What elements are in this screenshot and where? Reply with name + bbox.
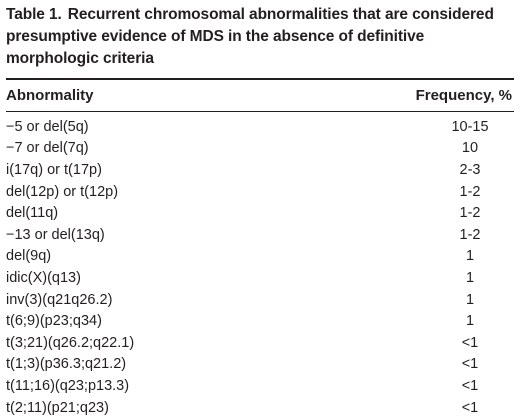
- abnormality-cell: t(2;11)(p21;q23): [6, 399, 109, 416]
- abnormality-cell: −7 or del(7q): [6, 140, 89, 157]
- table-row: del(9q) 1: [6, 246, 514, 268]
- table-row: del(11q) 1-2: [6, 202, 514, 224]
- abnormality-cell: t(1;3)(p36.3;q21.2): [6, 356, 127, 373]
- table-row: i(17q) or t(17p) 2-3: [6, 159, 514, 181]
- abnormality-cell: t(3;21)(q26.2;q22.1): [6, 334, 135, 351]
- frequency-cell: 1: [465, 291, 475, 308]
- abnormality-cell: t(6;9)(p23;q34): [6, 313, 102, 330]
- column-header-frequency: Frequency, %: [415, 87, 512, 104]
- table-row: −5 or del(5q) 10-15: [6, 116, 514, 138]
- abnormality-cell: del(9q): [6, 248, 52, 265]
- table-caption: Table 1. Recurrent chromosomal abnormalit…: [6, 4, 514, 70]
- abnormality-cell: idic(X)(q13): [6, 269, 81, 286]
- abnormality-cell: del(11q): [6, 205, 59, 222]
- table-row: t(2;11)(p21;q23) <1: [6, 397, 514, 418]
- abnormality-cell: i(17q) or t(17p): [6, 161, 102, 178]
- abnormality-cell: −13 or del(13q): [6, 226, 105, 243]
- table-label: Table 1.: [6, 6, 62, 23]
- table-row: inv(3)(q21q26.2) 1: [6, 289, 514, 311]
- table-header-row: Abnormality Frequency, %: [6, 80, 514, 111]
- column-header-abnormality: Abnormality: [6, 87, 94, 104]
- table-row: t(1;3)(p36.3;q21.2) <1: [6, 354, 514, 376]
- frequency-cell: <1: [461, 334, 479, 351]
- table-caption-text: Recurrent chromosomal abnormalities that…: [6, 6, 494, 67]
- table-header-rule: [6, 111, 514, 112]
- frequency-cell: 1-2: [459, 183, 481, 200]
- frequency-cell: 10-15: [451, 118, 489, 135]
- frequency-cell: 10: [461, 140, 479, 157]
- frequency-cell: 1-2: [459, 226, 481, 243]
- table-row: −7 or del(7q) 10: [6, 138, 514, 160]
- table-body: −5 or del(5q) 10-15 −7 or del(7q) 10 i(17q) …: [6, 112, 514, 418]
- table-row: t(11;16)(q23;p13.3) <1: [6, 375, 514, 397]
- frequency-cell: 2-3: [459, 161, 481, 178]
- frequency-cell: <1: [461, 399, 479, 416]
- table-row: idic(X)(q13) 1: [6, 267, 514, 289]
- table-row: t(3;21)(q26.2;q22.1) <1: [6, 332, 514, 354]
- table-row: −13 or del(13q) 1-2: [6, 224, 514, 246]
- table-row: t(6;9)(p23;q34) 1: [6, 310, 514, 332]
- frequency-cell: 1: [465, 313, 475, 330]
- frequency-cell: 1: [465, 248, 475, 265]
- table-top-rule: [6, 78, 514, 80]
- frequency-cell: <1: [461, 377, 479, 394]
- frequency-cell: 1-2: [459, 205, 481, 222]
- abnormality-cell: −5 or del(5q): [6, 118, 89, 135]
- frequency-cell: 1: [465, 269, 475, 286]
- abnormality-cell: inv(3)(q21q26.2): [6, 291, 113, 308]
- table-row: del(12p) or t(12p) 1-2: [6, 181, 514, 203]
- abnormality-cell: del(12p) or t(12p): [6, 183, 119, 200]
- abnormality-cell: t(11;16)(q23;p13.3): [6, 377, 130, 394]
- frequency-cell: <1: [461, 356, 479, 373]
